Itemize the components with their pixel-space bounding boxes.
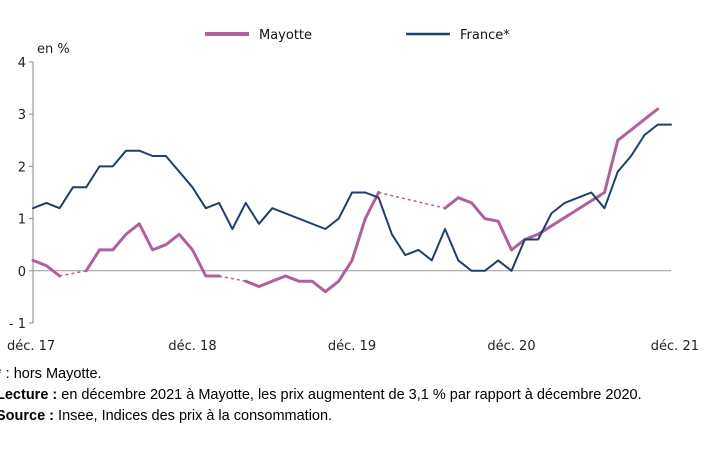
x-tick-label: déc. 21 xyxy=(651,339,699,354)
y-tick-label: - 1 xyxy=(9,317,26,332)
mayotte-missing-data-segment xyxy=(218,275,246,282)
mayotte-series-line xyxy=(84,222,221,278)
chart-axes: - 1 0 1 2 3 4 en % déc. 17 déc. 18 déc. 19 déc. 20… xyxy=(7,42,699,354)
mayotte-missing-data-segment xyxy=(378,191,446,209)
y-tick-label: 1 xyxy=(18,213,26,228)
x-tick-label: déc. 19 xyxy=(328,339,376,354)
y-tick-label: 0 xyxy=(18,265,26,280)
france-series-line xyxy=(32,123,672,272)
mayotte-series-line xyxy=(31,258,62,278)
chart-series xyxy=(31,107,672,294)
y-tick-label: 2 xyxy=(18,160,26,175)
inflation-line-chart: Mayotte France* - 1 0 1 2 3 4 en % déc. 17 déc. 1… xyxy=(7,28,699,354)
lecture-label: Lecture : xyxy=(0,387,58,403)
source-label: Source : xyxy=(0,408,55,424)
lecture-text: en décembre 2021 à Mayotte, les prix aug… xyxy=(57,387,642,403)
mayotte-series-line xyxy=(244,191,381,294)
lecture-note: Lecture : en décembre 2021 à Mayotte, le… xyxy=(0,385,712,406)
y-tick-label: 3 xyxy=(18,108,26,123)
y-unit-label: en % xyxy=(37,42,70,57)
source-text: Insee, Indices des prix à la consommatio… xyxy=(54,408,333,424)
mayotte-legend-label: Mayotte xyxy=(259,28,312,43)
star-note: * : hors Mayotte. xyxy=(0,366,102,382)
france-legend-label: France* xyxy=(460,28,510,43)
y-tick-label: 4 xyxy=(18,56,26,71)
source-note: Source : Insee, Indices des prix à la co… xyxy=(0,406,712,427)
x-tick-label: déc. 18 xyxy=(168,339,216,354)
mayotte-series-line xyxy=(443,107,660,252)
x-tick-label: déc. 20 xyxy=(487,339,535,354)
x-tick-label: déc. 17 xyxy=(7,339,55,354)
mayotte-missing-data-segment xyxy=(59,270,87,277)
chart-legend: Mayotte France* xyxy=(205,28,510,43)
chart-notes: * : hors Mayotte. Lecture : en décembre … xyxy=(0,364,712,427)
